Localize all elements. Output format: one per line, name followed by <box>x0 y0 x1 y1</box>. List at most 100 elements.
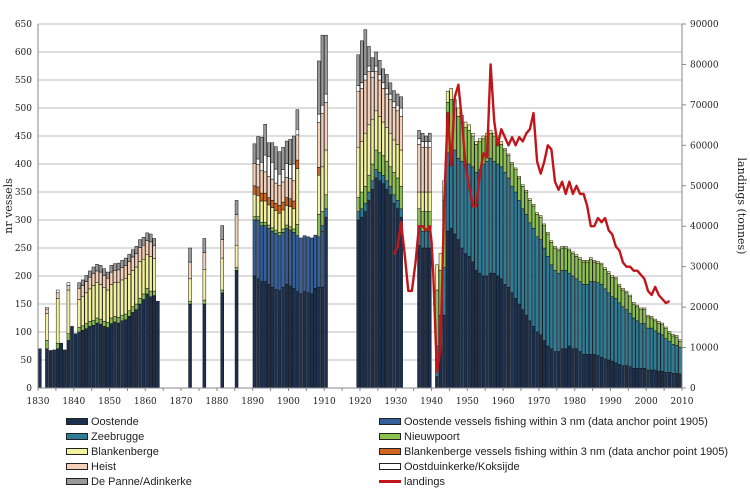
bar-segment <box>113 270 117 283</box>
bar-segment <box>127 261 131 275</box>
bar-segment <box>456 116 461 159</box>
bar-segment <box>610 276 614 297</box>
bar-segment <box>106 277 110 291</box>
bar-segment <box>80 296 85 327</box>
bar-1926 <box>381 68 385 389</box>
bar-segment <box>263 221 267 226</box>
bar-segment <box>496 163 500 277</box>
bar-segment <box>270 227 275 232</box>
bar-segment <box>324 208 328 218</box>
bar-segment <box>671 335 675 345</box>
bar-1861 <box>148 233 153 389</box>
bar-segment <box>553 270 557 352</box>
y-tick-label: 50 <box>21 356 33 366</box>
bar-segment <box>234 214 239 246</box>
bar-segment <box>617 285 622 304</box>
bar-segment <box>270 142 275 163</box>
bar-segment <box>116 269 121 283</box>
bar-segment <box>45 340 49 350</box>
x-tick-label: 1920 <box>349 397 372 407</box>
bar-segment <box>259 225 264 282</box>
bar-segment <box>295 224 300 236</box>
bar-segment <box>635 304 640 308</box>
bar-segment <box>288 139 292 165</box>
bar-1848 <box>102 268 106 389</box>
bar-1904 <box>302 235 307 389</box>
bar-segment <box>657 332 661 372</box>
bar-segment <box>263 225 267 282</box>
bar-segment <box>646 369 650 389</box>
bar-segment <box>267 142 271 157</box>
bar-segment <box>131 249 135 258</box>
bar-segment <box>596 261 600 264</box>
bar-segment <box>506 177 511 288</box>
bar-segment <box>95 317 99 324</box>
bar-segment <box>259 200 264 223</box>
bar-segment <box>234 244 239 268</box>
bar-1920 <box>360 40 364 389</box>
bar-segment <box>549 242 554 266</box>
bar-segment <box>270 207 275 229</box>
bar-1834 <box>52 349 56 389</box>
bar-segment <box>521 309 525 389</box>
bar-segment <box>370 180 375 190</box>
bar-1994 <box>624 290 629 389</box>
bar-segment <box>295 168 300 225</box>
bar-segment <box>252 275 257 389</box>
bar-segment <box>678 373 682 389</box>
bar-segment <box>381 155 385 176</box>
bar-segment <box>571 275 575 350</box>
y2-axis-title: landings (tonnes) <box>735 158 748 255</box>
bar-segment <box>585 354 589 389</box>
bar-segment <box>138 247 142 262</box>
bar-segment <box>510 292 514 389</box>
bar-segment <box>417 191 421 210</box>
bar-segment <box>292 180 296 202</box>
bar-1845 <box>91 266 96 389</box>
bar-segment <box>510 162 514 165</box>
bar-segment <box>553 247 557 271</box>
bar-segment <box>120 267 124 281</box>
bar-1928 <box>388 82 393 389</box>
bar-segment <box>420 191 425 212</box>
bar-segment <box>284 224 289 229</box>
bar-segment <box>524 314 529 389</box>
bar-1843 <box>84 275 89 389</box>
bar-1896 <box>274 146 278 389</box>
bar-segment <box>324 93 328 103</box>
bar-segment <box>263 171 267 194</box>
x-tick-label: 1870 <box>170 397 193 407</box>
bar-segment <box>381 183 385 389</box>
bar-segment <box>388 82 393 95</box>
bar-segment <box>360 88 364 142</box>
bar-segment <box>123 257 128 266</box>
bar-1962 <box>510 162 514 389</box>
bar-segment <box>367 200 371 389</box>
bar-segment <box>567 345 572 389</box>
bar-segment <box>639 309 643 324</box>
bar-segment <box>113 321 117 389</box>
bar-segment <box>453 149 457 235</box>
bar-segment <box>98 271 103 285</box>
legend-item: Oostduinkerke/Koksijde <box>379 459 520 474</box>
bar-2000 <box>646 314 650 389</box>
bar-1966 <box>524 190 529 389</box>
bar-segment <box>456 239 461 389</box>
bar-segment <box>639 323 643 369</box>
bar-segment <box>367 46 371 67</box>
bar-segment <box>274 146 278 170</box>
bar-segment <box>202 269 207 301</box>
bar-1830 <box>38 348 42 389</box>
bar-segment <box>642 307 647 310</box>
y-tick-label: 550 <box>15 76 32 86</box>
bar-segment <box>145 293 149 389</box>
bar-segment <box>660 334 665 372</box>
bar-1960 <box>503 148 507 389</box>
bar-segment <box>674 373 679 389</box>
bar-segment <box>202 238 207 253</box>
bar-segment <box>284 163 289 178</box>
bar-1906 <box>309 237 314 389</box>
bar-segment <box>646 314 650 318</box>
bar-segment <box>91 325 96 389</box>
bar-segment <box>592 281 597 355</box>
